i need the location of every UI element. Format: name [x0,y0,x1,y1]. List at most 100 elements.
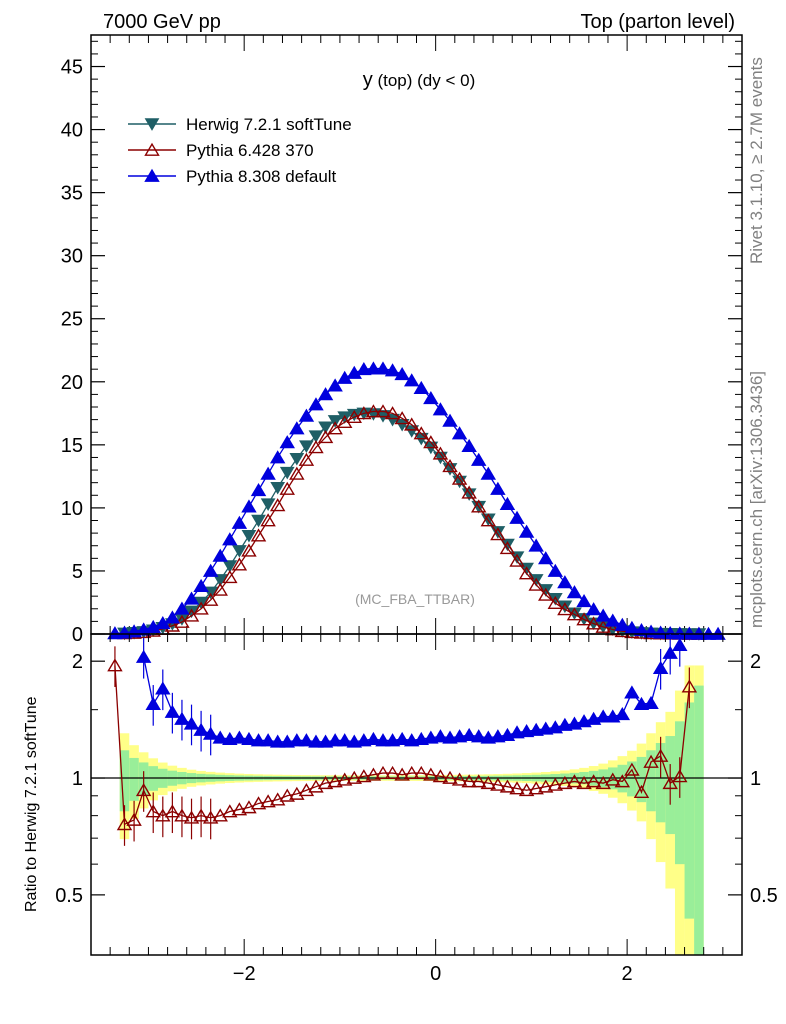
ratio-data-point [442,770,458,784]
ratio-data-point [365,767,382,781]
data-point [231,557,248,571]
ratio-data-point [576,775,592,790]
ratio-data-point [672,769,688,783]
y-tick-label: 15 [61,435,83,457]
data-point [222,560,238,573]
data-point [394,366,410,381]
data-point [480,466,497,480]
ratio-series-line [143,644,681,743]
ratio-data-point [174,808,190,822]
data-point [212,574,228,587]
ratio-data-point [403,765,420,779]
data-point [652,625,669,639]
ratio-data-point [308,779,324,793]
ratio-data-point [518,783,535,797]
data-point [241,499,257,513]
data-point [346,408,362,422]
data-point [202,563,219,577]
ratio-data-point [269,734,286,748]
data-point [164,618,181,632]
data-point [327,421,343,435]
data-point [270,482,286,495]
data-point [346,409,362,423]
ratio-data-point [585,774,602,788]
plot-title: y (top) (dy < 0) [363,69,476,91]
data-point [145,619,161,633]
data-point [566,585,583,599]
ratio-data-point [164,704,181,718]
data-point [260,513,276,527]
ratio-data-point [174,711,190,725]
ratio-data-point [193,808,209,822]
ratio-data-point [260,733,276,747]
ratio-data-point [250,796,267,810]
ratio-data-point [260,794,276,808]
data-point [184,605,199,619]
ratio-data-point [624,762,640,776]
ratio-data-point [614,707,631,721]
data-point [327,378,343,392]
y-tick-label: 20 [61,372,83,394]
data-point [500,538,515,552]
ratio-data-point [317,775,334,790]
ratio-data-point [538,779,554,793]
rivet-label: Rivet 3.1.10, ≥ 2.7M events [747,57,766,264]
ratio-band-inner [694,685,704,955]
ratio-data-point [499,779,516,793]
data-point [346,365,362,379]
y-tick-label: 30 [61,246,83,268]
main-panel: 0 5 10 15 20 25 30 35 40 45 y (top) (dy < 0) (MC_… [61,34,743,646]
ratio-data-point [547,777,564,791]
data-point [212,582,228,596]
data-point [164,610,181,624]
ratio-data-point [126,812,142,826]
data-point [317,387,334,401]
data-point [566,607,583,621]
ratio-data-point [356,769,372,783]
ratio-data-point [662,645,678,659]
ratio-data-point [327,733,343,747]
ratio-data-point [336,772,353,786]
data-point [538,551,554,565]
data-point [595,608,611,622]
data-point [241,543,257,557]
ratio-data-point [135,783,152,797]
ratio-data-point [269,792,286,806]
data-point [614,617,631,631]
process-label: Top (parton level) [580,11,735,33]
data-point [384,363,401,377]
data-point [279,466,295,480]
data-point [442,413,458,427]
y-tick-label: 25 [61,309,83,331]
ratio-y-tick-label: 2 [72,651,83,673]
legend-label: Pythia 6.428 370 [186,141,314,160]
energy-label: 7000 GeV pp [103,11,221,33]
data-point [107,626,123,640]
series-line [124,410,699,635]
data-point [279,481,295,495]
data-point [471,452,487,466]
data-point [394,411,410,425]
ratio-data-point [346,770,362,784]
ratio-data-point [375,765,391,779]
ratio-band-inner [646,750,656,812]
data-point [480,513,497,527]
ratio-data-point [471,774,487,788]
data-point [528,538,544,552]
x-tick-label: −2 [233,963,256,985]
ratio-data-point [212,730,228,744]
ratio-data-point [509,781,525,795]
data-point [269,498,286,512]
ratio-data-point [375,733,391,747]
ratio-data-point [202,726,219,740]
data-point [251,514,266,528]
data-point [518,524,535,538]
ratio-data-point [624,685,640,699]
ratio-y-tick-label: 0.5 [750,885,778,907]
ratio-data-point [289,786,305,800]
ratio-data-point [662,775,678,790]
ratio-data-point [279,788,295,802]
data-point [356,406,372,420]
ratio-y-tick-label: 2 [750,651,761,673]
ratio-data-point [164,804,181,818]
